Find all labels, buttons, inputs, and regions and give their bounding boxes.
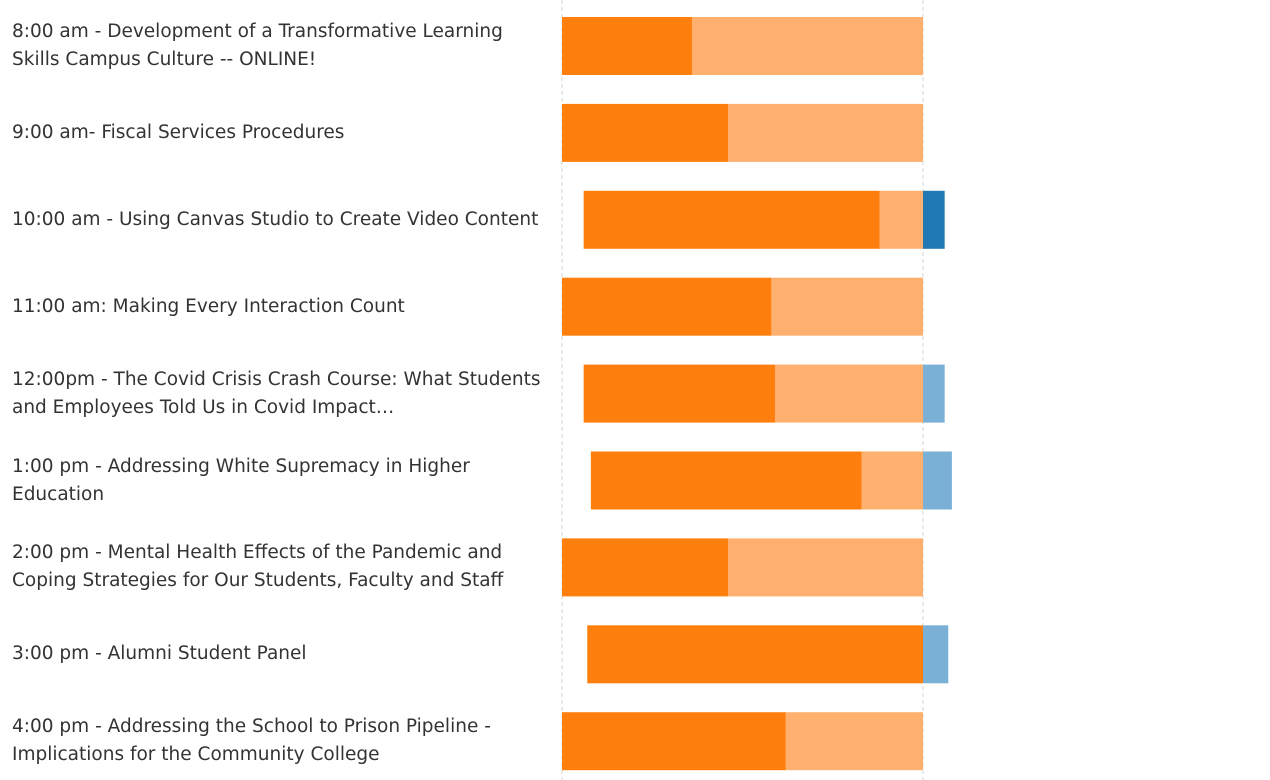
bar-segment (785, 712, 923, 771)
bar-segment (771, 277, 923, 336)
category-label: 10:00 am - Using Canvas Studio to Create… (12, 208, 539, 230)
bar-segment (923, 625, 949, 684)
bar-segment (923, 190, 945, 249)
bar-segment (562, 103, 729, 162)
bar-segment (562, 538, 729, 597)
bar-segment (774, 364, 923, 423)
category-label: 8:00 am - Development of a Transformativ… (12, 21, 503, 70)
category-label: 12:00pm - The Covid Crisis Crash Course:… (12, 368, 541, 418)
bar-segment (691, 17, 923, 75)
bar-segment (590, 451, 862, 510)
bar-segment (728, 103, 923, 162)
bar-segment (583, 190, 880, 249)
category-label: 11:00 am: Making Every Interaction Count (12, 295, 405, 317)
category-label: 1:00 pm - Addressing White Supremacy in … (12, 455, 470, 505)
bar-segment (583, 364, 775, 423)
bar-segment (562, 277, 772, 336)
bar-segment (923, 451, 952, 510)
category-label: 4:00 pm - Addressing the School to Priso… (12, 716, 491, 766)
bar-segment (587, 625, 923, 684)
bar-segment (562, 17, 692, 75)
bar-segment (879, 190, 923, 249)
bar-segment (728, 538, 923, 597)
bar-segment (562, 712, 786, 771)
category-label: 9:00 am- Fiscal Services Procedures (12, 121, 345, 143)
bar-segment (861, 451, 923, 510)
category-label: 3:00 pm - Alumni Student Panel (12, 643, 307, 665)
bar-segment (923, 364, 945, 423)
category-label: 2:00 pm - Mental Health Effects of the P… (12, 542, 504, 592)
